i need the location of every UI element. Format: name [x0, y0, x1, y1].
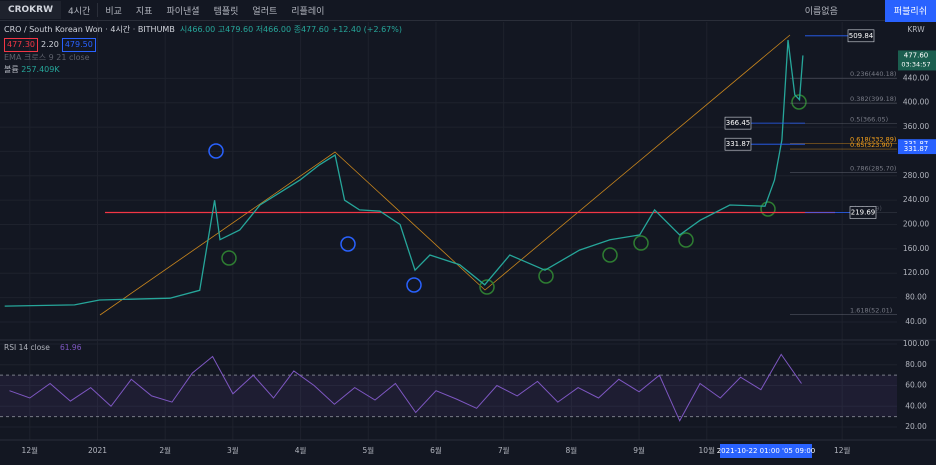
y-tick-label: 80.00	[905, 293, 927, 302]
x-tick-label: 9월	[633, 445, 645, 455]
fib-label: 0.5(366.05)	[850, 115, 888, 123]
legend: CRO / South Korean Won · 4시간 · BITHUMB 시…	[4, 25, 402, 74]
toolbar: CROKRW 4시간 비교 지표 파이낸셜 템플릿 얼러트 리플레이 이름없음 …	[0, 0, 936, 22]
trend-line	[99, 34, 791, 316]
circle	[406, 277, 422, 293]
grid	[0, 22, 897, 440]
symbol-title: CRO / South Korean Won	[4, 25, 103, 34]
separator	[97, 3, 99, 17]
y-tick-label: 200.00	[903, 220, 929, 229]
layout-name[interactable]: 이름없음	[804, 6, 838, 17]
marker-box	[847, 29, 875, 43]
x-tick-label: 12월	[22, 445, 39, 455]
symbol[interactable]: CROKRW	[0, 1, 62, 19]
fib-label: 0.618(332.89)	[850, 136, 896, 144]
ema: EMA 크로스 9 21 close	[4, 53, 90, 62]
circle	[340, 236, 356, 252]
marker-box	[724, 116, 752, 130]
price-label-box	[898, 144, 936, 155]
y-tick-label: 240.00	[903, 195, 929, 204]
x-tick-label: 10월	[699, 445, 716, 455]
x-tick-label: 8월	[566, 445, 578, 455]
price-label: 477.60	[904, 51, 929, 59]
series-line	[4, 39, 804, 307]
fib-label: 1.618(52.01)	[850, 307, 892, 315]
circle	[208, 143, 224, 159]
x-tick-label: 12월	[834, 445, 851, 455]
y-tick-label: 40.00	[905, 317, 927, 326]
fib-label: 0.236(440.18)	[850, 70, 896, 78]
crosshair-date-box	[720, 444, 812, 458]
price-label-box	[898, 50, 936, 71]
x-tick-label: 4월	[295, 445, 307, 455]
volume: 257.409K	[21, 65, 60, 74]
circles	[208, 94, 807, 295]
currency[interactable]: KRW	[907, 25, 925, 34]
fib-label: 0.382(399.18)	[850, 95, 896, 103]
toolbar-item[interactable]: 지표	[135, 6, 153, 17]
circle	[760, 201, 776, 217]
y-tick-label: 440.00	[903, 73, 929, 82]
exchange: BITHUMB	[137, 25, 175, 34]
circle	[678, 232, 694, 248]
y-tick-label: 20.00	[905, 422, 927, 431]
legend-interval: 4시간	[110, 25, 131, 34]
circle	[221, 250, 237, 266]
circle	[791, 94, 807, 110]
x-tick-label: 2021	[88, 446, 107, 455]
rsi-title: RSI 14 close	[4, 343, 50, 352]
countdown: 03:34:57	[901, 60, 930, 68]
x-tick-label: 3월	[227, 445, 239, 455]
y-tick-label: 360.00	[903, 122, 929, 131]
y-tick-label: 80.00	[905, 360, 927, 369]
x-tick-label: 7월	[498, 445, 510, 455]
ask[interactable]: 479.50	[61, 38, 96, 52]
marker-label: 331.87	[726, 140, 751, 148]
spread: 2.20	[41, 40, 59, 49]
ohlc: 시466.00 고479.60 저466.00 종477.60 +12.40 (…	[179, 25, 402, 34]
bid[interactable]: 477.30	[4, 38, 38, 52]
price-label: 331.87	[904, 145, 929, 153]
x-tick-label: 6월	[430, 445, 442, 455]
crosshair-date: 2021-10-22 01:00 '05 09:00	[717, 447, 816, 455]
circle	[538, 268, 554, 284]
circle	[633, 235, 649, 251]
marker-label: 219.69	[851, 209, 876, 217]
x-tick-label: 5월	[362, 445, 374, 455]
y-tick-label: 160.00	[903, 244, 929, 253]
y-tick-label: 100.00	[903, 339, 929, 348]
y-tick-label: 280.00	[903, 171, 929, 180]
y-tick-label: 120.00	[903, 268, 929, 277]
interval[interactable]: 4시간	[68, 6, 91, 17]
marker-label: 509.84	[849, 32, 874, 40]
fib-label: 0.65(323.90)	[850, 141, 892, 149]
y-tick-label: 60.00	[905, 381, 927, 390]
circle	[479, 279, 495, 295]
marker-box	[724, 137, 752, 151]
series-line	[9, 353, 802, 422]
y-tick-label: 40.00	[905, 401, 927, 410]
volume-label: 볼륨	[4, 65, 19, 74]
circle	[602, 247, 618, 263]
marker-box	[849, 206, 877, 219]
toolbar-item[interactable]: 파이낸셜	[166, 6, 200, 17]
toolbar-item[interactable]: 얼러트	[252, 6, 278, 17]
price-scale	[897, 22, 936, 440]
toolbar-item[interactable]: 비교	[105, 6, 122, 17]
toolbar-item[interactable]: 템플릿	[213, 6, 239, 17]
publish-button[interactable]: 퍼블리쉬	[884, 0, 936, 22]
y-tick-label: 400.00	[903, 98, 929, 107]
marker-label: 366.45	[726, 119, 751, 127]
x-tick-label: 2월	[159, 445, 171, 455]
toolbar-item[interactable]: 리플레이	[291, 6, 325, 17]
fib-label: 0.786(285.70)	[850, 164, 896, 172]
rsi-last: 61.96	[60, 343, 82, 352]
